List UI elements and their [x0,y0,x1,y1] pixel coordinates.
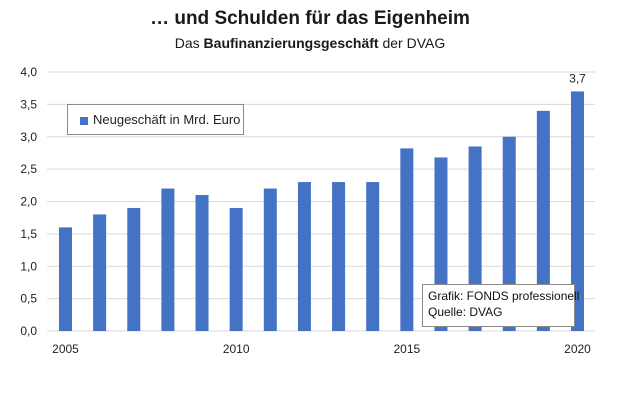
legend: Neugeschäft in Mrd. Euro [67,104,244,135]
data-label: 3,7 [569,71,586,85]
bar-2008 [161,188,175,331]
source-note: Grafik: FONDS professionell Quelle: DVAG [422,284,580,327]
subtitle-suffix: der DVAG [378,35,446,51]
subtitle-prefix: Das [174,35,204,51]
bar-2018 [502,136,516,331]
y-tick-label: 1,0 [20,259,37,273]
y-tick-label: 0,5 [20,292,37,306]
bar-2012 [297,182,311,331]
y-tick-label: 2,5 [20,162,37,176]
bar-2013 [332,182,346,331]
chart-title: … und Schulden für das Eigenheim [150,8,470,29]
y-tick-label: 0,0 [20,324,37,338]
legend-swatch [80,117,88,125]
y-tick-label: 1,5 [20,227,37,241]
bar-2014 [366,182,380,331]
x-tick-label: 2020 [564,342,591,356]
y-tick-label: 4,0 [20,65,37,79]
bar-2020 [571,91,584,331]
subtitle-emphasis: Baufinanzierungsgeschäft [203,35,379,51]
y-tick-label: 2,0 [20,195,37,209]
source-origin: Quelle: DVAG [428,305,503,319]
legend-label: Neugeschäft in Mrd. Euro [93,112,241,127]
source-credit: Grafik: FONDS professionell [428,289,580,303]
x-tick-label: 2015 [393,342,420,356]
bar-2006 [93,214,107,331]
bar-2010 [229,207,243,331]
y-tick-label: 3,5 [20,97,37,111]
bar-2007 [127,207,141,331]
bar-2005 [59,227,72,331]
x-tick-label: 2005 [52,342,79,356]
bar-2011 [263,188,277,331]
x-tick-label: 2010 [223,342,250,356]
bar-2019 [536,110,550,331]
y-tick-label: 3,0 [20,130,37,144]
bar-2009 [195,195,209,331]
chart-subtitle: Das Baufinanzierungsgeschäft der DVAG [0,35,620,51]
bar-2015 [400,148,414,331]
